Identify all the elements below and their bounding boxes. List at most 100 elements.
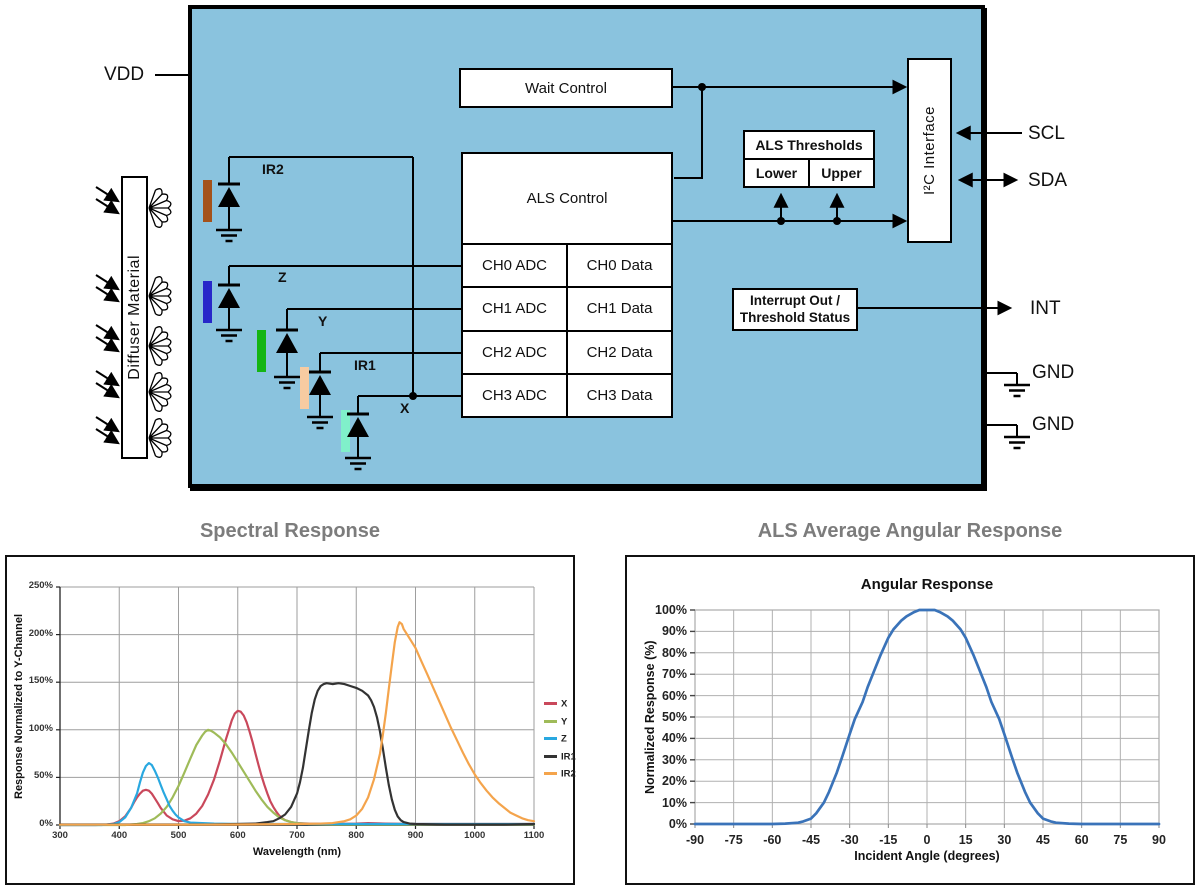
legend-swatch-icon [544,754,557,758]
gnd-bottom-wire [985,424,1018,437]
x-tick-label: 60 [1074,833,1089,847]
y-tick-label: 0% [39,818,53,829]
table-row: CH2 ADC CH2 Data [463,329,671,373]
angular-x-axis-label: Incident Angle (degrees) [854,849,1000,863]
diffused-light-icon [148,372,172,412]
x-channel-label: X [400,400,410,416]
scl-pin-label: SCL [1028,123,1065,144]
incident-light-arrow-icon [95,274,120,291]
x-tick-label: -60 [763,833,782,847]
x-tick-label: 900 [407,830,424,841]
angular-response-chart: Angular Response Normalized Response (%)… [625,555,1195,885]
incident-light-arrow-icon [95,336,120,353]
ch1-data-cell: CH1 Data [566,288,671,330]
als-control-block: ALS Control CH0 ADC CH0 Data CH1 ADC CH1… [461,152,673,418]
wait-control-block: Wait Control [459,68,673,108]
x-tick-label: -45 [801,833,821,847]
wait-control-label: Wait Control [525,79,607,97]
angular-chart-outer-title: ALS Average Angular Response [757,520,1063,542]
y-channel-label: Y [318,313,328,329]
table-row: CH3 ADC CH3 Data [463,372,671,416]
y-tick-label: 50% [661,710,687,724]
diffused-light-icon [148,188,172,228]
sda-pin-label: SDA [1028,170,1068,191]
diffused-light-fans [148,188,172,458]
threshold-upper-cell: Upper [808,160,873,186]
incident-light-arrow-icon [95,382,120,399]
y-tick-label: 250% [28,580,53,591]
gnd-bottom-pin-label: GND [1032,414,1075,435]
ch2-data-cell: CH2 Data [566,331,671,373]
y-tick-label: 30% [661,752,687,767]
incident-light-arrow-icon [95,428,120,445]
y-tick-label: 40% [661,731,687,746]
series-line-ir1 [58,682,536,826]
series-line-angular response [693,608,1161,826]
vdd-pin-label: VDD [103,64,145,85]
y-tick-label: 100% [28,722,53,734]
z-channel-label: Z [278,269,287,285]
x-tick-label: -15 [879,833,898,847]
incident-light-arrow-icon [95,324,120,341]
x-tick-label: -90 [685,833,705,847]
y-tick-label: 70% [661,667,687,682]
legend-swatch-icon [544,702,557,706]
x-tick-label: 500 [170,830,187,841]
legend-label: IR1 [561,750,576,762]
incident-light-arrow-icon [95,286,120,303]
ir1-channel-label: IR1 [354,357,376,373]
y-tick-label: 100% [655,603,687,617]
legend-swatch-icon [544,772,557,776]
legend-item: IR2 [544,765,576,783]
x-tick-label: 600 [229,830,246,841]
ch0-adc-cell: CH0 ADC [481,257,548,275]
legend-label: X [561,698,568,710]
i2c-interface-block: I²C Interface [907,58,952,243]
table-row: CH0 ADC CH0 Data [463,245,671,287]
x-tick-label: 800 [348,830,365,841]
x-tick-label: 1000 [464,830,486,841]
int-pin-label: INT [1030,298,1061,319]
ch0-data-cell: CH0 Data [566,245,671,287]
ground-icon [1004,383,1030,398]
ir2-channel-label: IR2 [262,161,284,177]
y-tick-label: 50% [33,770,53,782]
diffuser-material-block: Diffuser Material [121,176,148,459]
interrupt-block: Interrupt Out / Threshold Status [732,288,858,331]
series-line-z [58,762,536,827]
ch2-adc-cell: CH2 ADC [481,343,548,361]
x-tick-label: 700 [289,830,305,841]
y-tick-label: 10% [661,795,687,810]
legend-label: Z [561,733,567,745]
diffused-light-icon [148,418,172,458]
ground-icon [1004,435,1030,450]
threshold-lower-cell: Lower [755,165,798,181]
als-thresholds-block: ALS Thresholds Lower Upper [743,130,875,188]
y-tick-label: 20% [661,774,687,789]
x-tick-label: -75 [724,833,743,847]
diffused-light-icon [148,276,172,316]
x-tick-label: 300 [52,830,68,841]
x-tick-label: 0 [923,833,931,847]
als-thresholds-label: ALS Thresholds [745,132,873,160]
ch1-adc-cell: CH1 ADC [481,300,548,318]
interrupt-label-line2: Threshold Status [739,309,851,325]
incident-light-arrows [95,186,120,445]
legend-item: Z [544,730,567,748]
table-row: CH1 ADC CH1 Data [463,286,671,330]
gnd-top-wire [985,372,1018,385]
incident-light-arrow-icon [95,370,120,387]
ch3-adc-cell: CH3 ADC [481,386,548,404]
y-tick-label: 80% [661,645,687,660]
gnd-top-pin-label: GND [1032,362,1075,383]
legend-swatch-icon [544,737,557,741]
x-tick-label: 400 [111,830,128,841]
y-tick-label: 200% [28,627,53,639]
x-tick-label: 1100 [523,830,545,841]
x-tick-label: 30 [997,833,1012,847]
legend-label: Y [561,715,568,727]
series-line-x [58,709,536,827]
diffused-light-icon [148,326,172,366]
incident-light-arrow-icon [95,198,120,215]
